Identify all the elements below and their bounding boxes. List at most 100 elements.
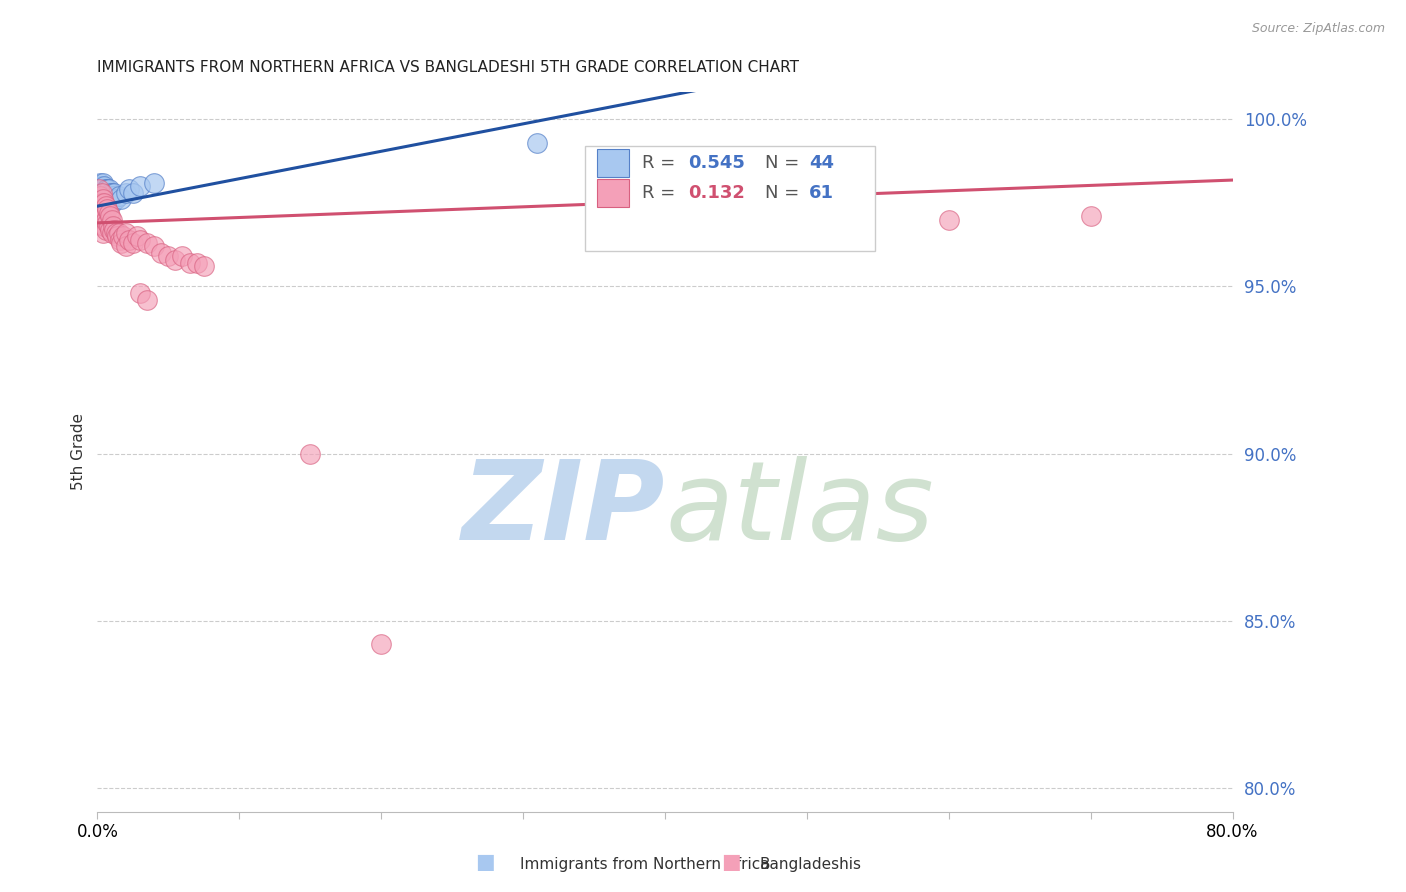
Point (87, 193, 110, 207)
Point (129, 286, 152, 301)
Point (97, 206, 120, 220)
Point (90, 206, 112, 220)
Point (100, 186, 122, 200)
Point (114, 239, 136, 253)
Point (107, 226, 129, 240)
Point (172, 249, 194, 263)
Point (89, 199, 111, 213)
Point (114, 186, 136, 200)
Point (97, 193, 120, 207)
Point (91, 182, 114, 196)
Text: 44: 44 (808, 154, 834, 172)
Bar (596, 149, 628, 177)
Point (96, 189, 118, 203)
Point (89, 189, 111, 203)
Point (114, 226, 136, 240)
Point (186, 256, 208, 270)
Point (104, 193, 127, 207)
Point (91, 193, 114, 207)
Point (94, 199, 117, 213)
Point (94, 189, 117, 203)
Point (90, 195, 112, 210)
Point (93, 195, 115, 210)
Point (89, 212, 111, 227)
Point (89, 176, 111, 190)
Text: N =: N = (765, 184, 804, 202)
Point (165, 252, 187, 267)
Text: 0.132: 0.132 (688, 184, 745, 202)
Point (108, 233, 131, 247)
Point (101, 219, 124, 234)
Bar (596, 179, 628, 207)
Point (150, 246, 173, 260)
Point (94, 195, 117, 210)
Point (87, 195, 110, 210)
Point (91, 195, 114, 210)
Point (90, 219, 112, 234)
Point (100, 195, 122, 210)
Point (91, 176, 114, 190)
Point (129, 179, 152, 194)
Point (1080, 209, 1102, 223)
Point (98, 186, 121, 200)
Point (129, 233, 152, 247)
Point (96, 195, 118, 210)
Point (93, 179, 115, 194)
Point (94, 182, 117, 196)
Point (91, 189, 114, 203)
Point (100, 212, 122, 227)
Point (98, 209, 121, 223)
Text: Bangladeshis: Bangladeshis (759, 857, 862, 872)
Text: Source: ZipAtlas.com: Source: ZipAtlas.com (1251, 22, 1385, 36)
Point (110, 193, 132, 207)
Point (90, 186, 112, 200)
Point (96, 202, 118, 217)
Point (193, 260, 215, 274)
Point (125, 229, 148, 244)
Point (143, 239, 166, 253)
Point (90, 186, 112, 200)
Point (157, 249, 180, 263)
Point (526, 136, 548, 150)
Point (938, 212, 960, 227)
Point (105, 229, 128, 244)
Point (87, 179, 110, 194)
Point (89, 182, 111, 196)
Point (299, 447, 322, 461)
Point (90, 179, 112, 194)
Point (121, 186, 143, 200)
Point (87, 182, 110, 196)
Point (136, 235, 159, 250)
Text: atlas: atlas (665, 456, 934, 563)
Point (97, 219, 120, 234)
Point (93, 209, 115, 223)
Point (96, 216, 118, 230)
Point (87, 206, 110, 220)
Text: ■: ■ (721, 853, 741, 872)
Point (94, 222, 117, 236)
Point (87, 199, 110, 213)
Point (93, 193, 115, 207)
Text: 61: 61 (808, 184, 834, 202)
Point (91, 226, 114, 240)
Text: Immigrants from Northern Africa: Immigrants from Northern Africa (520, 857, 770, 872)
Text: N =: N = (765, 154, 804, 172)
Point (90, 193, 112, 207)
Point (97, 182, 120, 196)
Point (96, 182, 118, 196)
Point (93, 199, 115, 213)
Point (89, 189, 111, 203)
Point (93, 219, 115, 234)
Point (370, 637, 392, 651)
Text: IMMIGRANTS FROM NORTHERN AFRICA VS BANGLADESHI 5TH GRADE CORRELATION CHART: IMMIGRANTS FROM NORTHERN AFRICA VS BANGL… (97, 60, 800, 75)
Text: R =: R = (643, 154, 682, 172)
Point (107, 189, 129, 203)
Point (136, 293, 159, 307)
Text: ■: ■ (475, 853, 495, 872)
Point (91, 202, 114, 217)
Point (103, 186, 125, 200)
Point (111, 229, 134, 244)
Point (117, 182, 139, 196)
Point (98, 222, 121, 236)
Point (87, 186, 110, 200)
